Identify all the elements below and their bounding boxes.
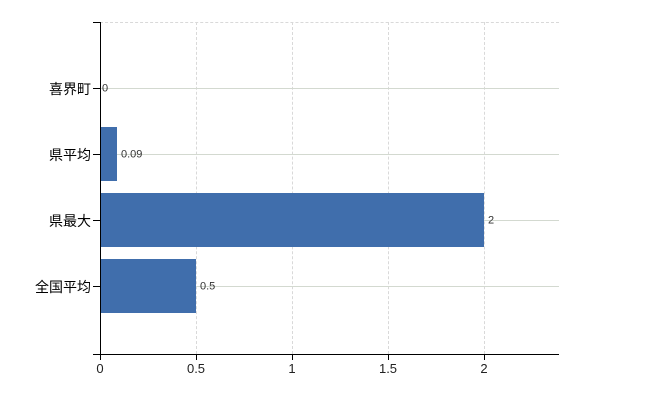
y-axis-tick	[93, 354, 100, 355]
x-tick-label: 1.5	[378, 361, 398, 376]
v-gridline	[484, 22, 485, 354]
bar[interactable]	[100, 127, 117, 181]
y-axis-tick	[93, 154, 100, 155]
x-tick-label: 2	[480, 361, 488, 376]
bar[interactable]	[100, 193, 484, 247]
x-axis-tick	[484, 355, 485, 360]
plot-top-border	[100, 22, 559, 23]
bar-data-label: 0	[102, 82, 109, 95]
y-axis-tick	[93, 88, 100, 89]
y-axis-tick	[93, 286, 100, 287]
y-axis-tick	[93, 22, 100, 23]
x-axis-line	[100, 354, 559, 355]
category-label: 県最大	[49, 213, 91, 229]
x-axis-tick	[196, 355, 197, 360]
x-axis-tick	[388, 355, 389, 360]
x-axis-tick	[292, 355, 293, 360]
h-gridline	[100, 88, 559, 89]
v-gridline	[388, 22, 389, 354]
category-label: 全国平均	[35, 279, 91, 295]
x-axis-tick	[100, 355, 101, 360]
bar-data-label: 2	[488, 214, 495, 227]
x-tick-label: 1	[288, 361, 296, 376]
x-tick-label: 0.5	[186, 361, 206, 376]
h-gridline	[100, 286, 559, 287]
y-axis-line	[100, 22, 101, 355]
category-label: 県平均	[49, 147, 91, 163]
v-gridline	[292, 22, 293, 354]
bar-data-label: 0.5	[200, 280, 216, 293]
v-gridline	[196, 22, 197, 354]
bar[interactable]	[100, 259, 196, 313]
h-gridline	[100, 154, 559, 155]
category-label: 喜界町	[49, 81, 91, 97]
x-tick-label: 0	[96, 361, 104, 376]
y-axis-tick	[93, 220, 100, 221]
bar-data-label: 0.09	[121, 148, 143, 161]
